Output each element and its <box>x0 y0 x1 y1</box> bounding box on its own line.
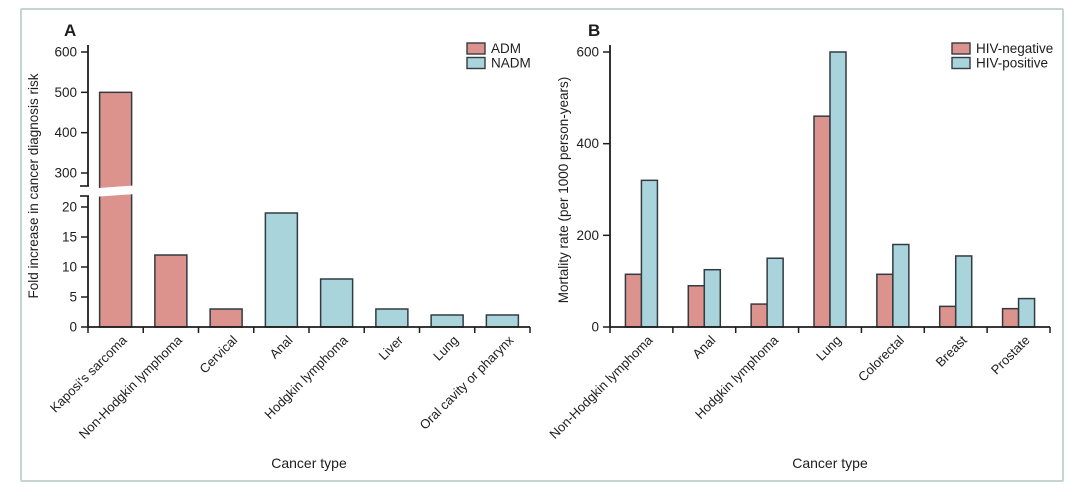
legend-label-hiv-negative: HIV-negative <box>976 41 1053 56</box>
category-label-lung: Lung <box>430 333 461 364</box>
y-tick-label: 200 <box>576 228 599 243</box>
x-axis-title-a: Cancer type <box>271 455 347 471</box>
category-label-breast: Breast <box>933 332 970 369</box>
bar-liver-nadm <box>375 308 409 328</box>
bar-breast-hiv-positive <box>954 255 973 328</box>
bar-cervical-adm <box>209 308 243 328</box>
y-tick-label: 400 <box>54 125 77 140</box>
legend-label-adm: ADM <box>491 41 521 56</box>
y-tick-label: 0 <box>591 320 599 335</box>
bar-hodgkin-lymphoma-hiv-negative <box>750 303 768 328</box>
bar-breast-hiv-negative <box>938 305 957 328</box>
bar-oral-cavity-or-pharynx-nadm <box>485 314 520 328</box>
axis-break-band <box>95 185 136 197</box>
bar-hodgkin-lymphoma-nadm <box>319 278 354 328</box>
bar-colorectal-hiv-negative <box>876 273 894 328</box>
category-label-non-hodgkin-lymphoma: Non-Hodgkin lymphoma <box>76 332 186 442</box>
panel-label-a: A <box>64 21 76 40</box>
y-tick-label: 15 <box>62 230 77 245</box>
legend-label-hiv-positive: HIV-positive <box>976 56 1048 71</box>
y-tick-label: 300 <box>54 166 77 181</box>
category-label-lung: Lung <box>813 333 844 364</box>
category-label-cervical: Cervical <box>196 332 240 376</box>
y-tick-label: 500 <box>54 85 77 100</box>
category-label-liver: Liver <box>375 332 406 363</box>
bar-kaposi-s-sarcoma-adm <box>98 91 133 328</box>
bar-prostate-hiv-negative <box>1001 307 1020 328</box>
category-label-prostate: Prostate <box>988 333 1033 378</box>
bar-lung-nadm <box>430 314 464 328</box>
legend-swatch-nadm <box>466 56 486 70</box>
bar-prostate-hiv-positive <box>1017 297 1036 328</box>
category-label-oral-cavity-or-pharynx: Oral cavity or pharynx <box>416 332 516 432</box>
category-label-anal: Anal <box>689 332 718 361</box>
bar-lung-hiv-positive <box>829 51 847 328</box>
category-label-colorectal: Colorectal <box>855 332 907 384</box>
y-tick-label: 400 <box>576 136 599 151</box>
bar-non-hodgkin-lymphoma-hiv-positive <box>640 179 659 328</box>
figure-border <box>20 8 1064 482</box>
bar-lung-hiv-negative <box>813 115 831 328</box>
bar-non-hodgkin-lymphoma-hiv-negative <box>624 273 643 328</box>
y-tick-label: 5 <box>69 290 77 305</box>
y-tick-label: 600 <box>54 45 77 60</box>
y-tick-label: 10 <box>62 260 77 275</box>
y-axis-title-b: Mortality rate (per 1000 person-years) <box>556 77 571 304</box>
bar-anal-nadm <box>264 212 299 328</box>
bar-anal-hiv-negative <box>687 285 706 328</box>
category-label-non-hodgkin-lymphoma: Non-Hodgkin lymphoma <box>546 332 656 442</box>
y-tick-label: 0 <box>69 320 77 335</box>
y-tick-label: 20 <box>62 200 77 215</box>
panel-label-b: B <box>588 21 600 40</box>
y-axis-title-a: Fold increase in cancer diagnosis risk <box>26 73 41 298</box>
bar-colorectal-hiv-positive <box>892 243 910 328</box>
legend-swatch-hiv-negative <box>951 42 971 55</box>
x-axis-title-b: Cancer type <box>792 455 868 471</box>
bar-hodgkin-lymphoma-hiv-positive <box>766 257 784 328</box>
y-tick-label: 600 <box>576 45 599 60</box>
bar-non-hodgkin-lymphoma-adm <box>154 254 188 328</box>
legend-label-nadm: NADM <box>491 56 531 71</box>
legend-swatch-hiv-positive <box>951 56 971 70</box>
bar-anal-hiv-positive <box>703 268 722 328</box>
category-label-anal: Anal <box>266 332 295 361</box>
legend-swatch-adm <box>466 42 486 55</box>
